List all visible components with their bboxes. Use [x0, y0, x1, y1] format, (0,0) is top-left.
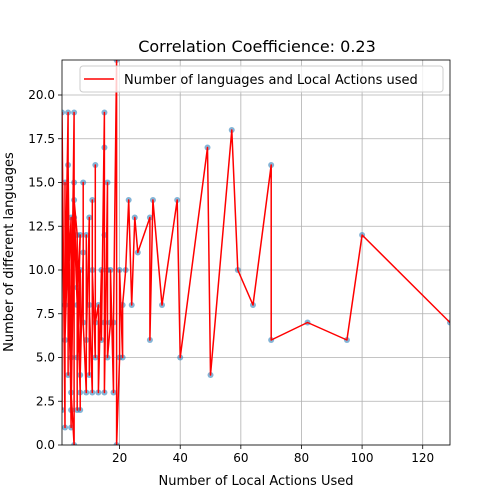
plot-frame — [61, 59, 451, 446]
x-tick-label: 120 — [411, 451, 434, 465]
x-axis-label: Number of Local Actions Used — [159, 474, 354, 489]
legend: Number of languages and Local Actions us… — [79, 65, 444, 93]
legend-box — [79, 65, 444, 93]
y-axis-ticks: 0.0 2.5 5.0 7.5 10.0 12.5 15.0 17.5 20.0 — [28, 88, 62, 452]
x-tick-label: 80 — [294, 451, 309, 465]
y-tick-label: 17.5 — [28, 132, 55, 146]
legend-label: Number of languages and Local Actions us… — [124, 73, 418, 88]
plot-content — [62, 60, 450, 445]
series-line — [62, 60, 450, 445]
x-tick-label: 40 — [173, 451, 188, 465]
x-tick-label: 100 — [351, 451, 374, 465]
y-tick-label: 5.0 — [36, 351, 55, 365]
y-tick-label: 0.0 — [36, 438, 55, 452]
chart-title: Correlation Coefficience: 0.23 — [138, 37, 376, 56]
x-axis-ticks: 20 40 60 80 100 120 — [112, 445, 434, 465]
y-tick-label: 7.5 — [36, 307, 55, 321]
y-tick-label: 10.0 — [28, 263, 55, 277]
y-tick-label: 20.0 — [28, 88, 55, 102]
x-tick-label: 60 — [233, 451, 248, 465]
y-tick-label: 12.5 — [28, 219, 55, 233]
plot-area — [62, 60, 450, 445]
y-tick-label: 15.0 — [28, 176, 55, 190]
y-axis-label: Number of different languages — [2, 152, 17, 352]
x-tick-label: 20 — [112, 451, 127, 465]
y-tick-label: 2.5 — [36, 394, 55, 408]
grid — [62, 60, 450, 446]
